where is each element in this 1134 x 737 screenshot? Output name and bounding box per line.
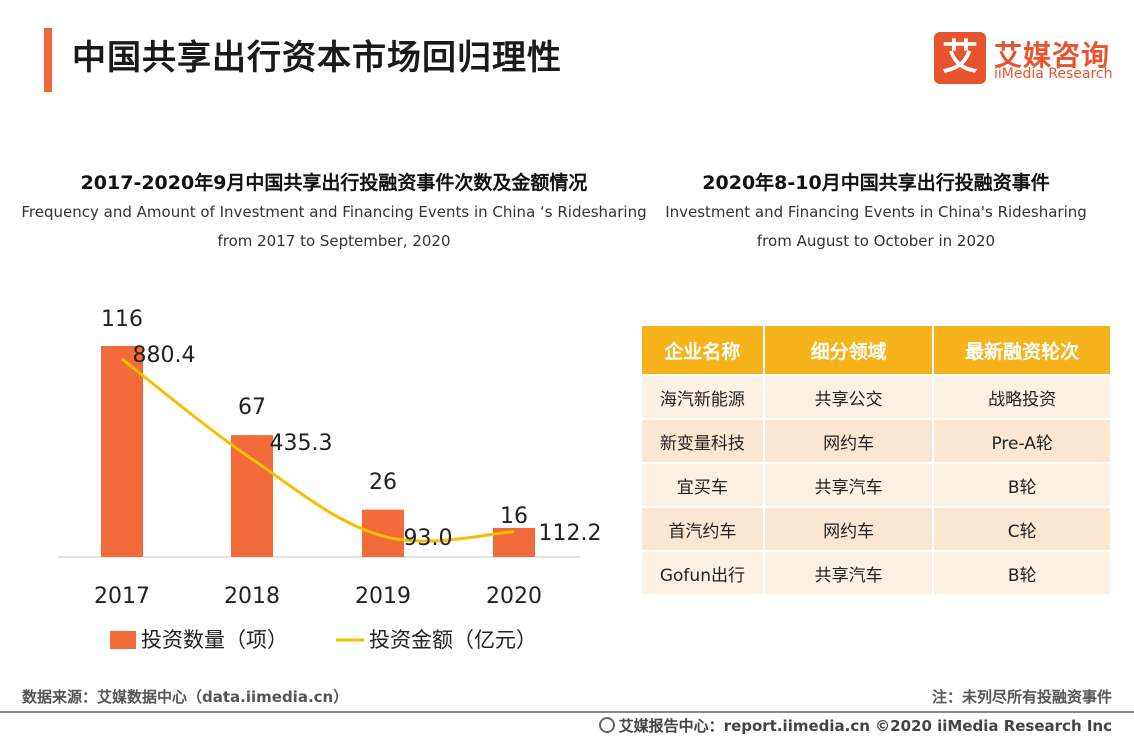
x-tick-2018: 2018 bbox=[224, 584, 280, 609]
table-cell-segment: 共享汽车 bbox=[763, 550, 935, 594]
table-cell-segment: 网约车 bbox=[763, 506, 935, 551]
table-cell-company: 海汽新能源 bbox=[642, 374, 765, 419]
legend-line-label: 投资金额（亿元） bbox=[369, 628, 537, 652]
data-source-note: 数据来源：艾媒数据中心（data.iimedia.cn） bbox=[22, 688, 349, 706]
table-header-company: 企业名称 bbox=[642, 326, 765, 375]
report-center-icon bbox=[598, 717, 615, 733]
footer-copyright: 艾媒报告中心：report.iimedia.cn ©2020 iiMedia R… bbox=[598, 715, 1112, 736]
table-row: 宜买车 共享汽车 B轮 bbox=[642, 462, 1110, 507]
bar-label-2017: 116 bbox=[101, 307, 143, 332]
table-row: Gofun出行 共享汽车 B轮 bbox=[642, 550, 1110, 594]
legend-bar-swatch bbox=[110, 631, 136, 649]
line-label-2019: 93.0 bbox=[404, 526, 453, 551]
table-row: 新变量科技 网约车 Pre-A轮 bbox=[642, 418, 1110, 463]
logo-mark-icon: 艾 bbox=[934, 32, 986, 84]
table-title-cn: 2020年8-10月中国共享出行投融资事件 bbox=[702, 172, 1050, 194]
table-cell-round: C轮 bbox=[933, 506, 1110, 551]
bar-label-2020: 16 bbox=[500, 504, 528, 529]
bar-label-2018: 67 bbox=[238, 395, 266, 420]
table-row: 海汽新能源 共享公交 战略投资 bbox=[642, 374, 1110, 419]
logo-text-cn: 艾媒咨询 bbox=[994, 39, 1111, 72]
table-cell-segment: 网约车 bbox=[763, 418, 935, 463]
x-tick-2019: 2019 bbox=[355, 584, 411, 609]
table-title-en-line1: Investment and Financing Events in China… bbox=[665, 203, 1087, 221]
x-tick-2020: 2020 bbox=[486, 584, 542, 609]
bar-label-2019: 26 bbox=[369, 470, 397, 495]
table-cell-round: B轮 bbox=[933, 550, 1110, 594]
logo-text-en: iiMedia Research bbox=[994, 66, 1113, 82]
table-cell-round: Pre-A轮 bbox=[933, 418, 1110, 463]
investment-chart: 116 67 26 16 880.4 435.3 93.0 112.2 2017 2018 2019… bbox=[58, 307, 602, 652]
disclaimer-note: 注：未列尽所有投融资事件 bbox=[931, 688, 1112, 706]
bar-2019 bbox=[362, 509, 404, 557]
table-cell-segment: 共享汽车 bbox=[763, 462, 935, 507]
table-title-en-line2: from August to October in 2020 bbox=[756, 232, 996, 250]
table-cell-company: 首汽约车 bbox=[642, 506, 765, 551]
chart-title-en-line2: from 2017 to September, 2020 bbox=[217, 232, 451, 250]
bar-2017 bbox=[101, 346, 143, 557]
brand-logo: 艾 艾媒咨询 iiMedia Research bbox=[934, 32, 1114, 88]
table-cell-round: 战略投资 bbox=[933, 374, 1110, 419]
table-cell-company: Gofun出行 bbox=[642, 550, 765, 594]
footer-copyright-text: 艾媒报告中心：report.iimedia.cn ©2020 iiMedia R… bbox=[618, 717, 1112, 735]
x-tick-2017: 2017 bbox=[94, 584, 150, 609]
line-label-2018: 435.3 bbox=[270, 431, 333, 456]
table-cell-company: 新变量科技 bbox=[642, 418, 765, 463]
chart-title-en-line1: Frequency and Amount of Investment and F… bbox=[21, 203, 647, 221]
table-header-segment: 细分领域 bbox=[763, 326, 935, 375]
bar-2018 bbox=[231, 435, 273, 557]
line-label-2017: 880.4 bbox=[133, 343, 196, 368]
financing-events-table: 企业名称 细分领域 最新融资轮次 海汽新能源 共享公交 战略投资 新变量科技 网… bbox=[642, 326, 1110, 594]
title-accent-bar bbox=[44, 28, 52, 92]
table-cell-segment: 共享公交 bbox=[763, 374, 935, 419]
line-label-2020: 112.2 bbox=[539, 521, 602, 546]
table-row: 首汽约车 网约车 C轮 bbox=[642, 506, 1110, 551]
legend-bar-label: 投资数量（项） bbox=[141, 628, 288, 652]
footer-divider bbox=[0, 711, 1134, 713]
chart-title-cn: 2017-2020年9月中国共享出行投融资事件次数及金额情况 bbox=[80, 172, 588, 194]
page-title: 中国共享出行资本市场回归理性 bbox=[72, 38, 562, 78]
table-cell-company: 宜买车 bbox=[642, 462, 765, 507]
table-header-round: 最新融资轮次 bbox=[933, 326, 1110, 375]
table-cell-round: B轮 bbox=[933, 462, 1110, 507]
amount-line bbox=[121, 357, 515, 543]
table-header-row: 企业名称 细分领域 最新融资轮次 bbox=[642, 326, 1110, 375]
